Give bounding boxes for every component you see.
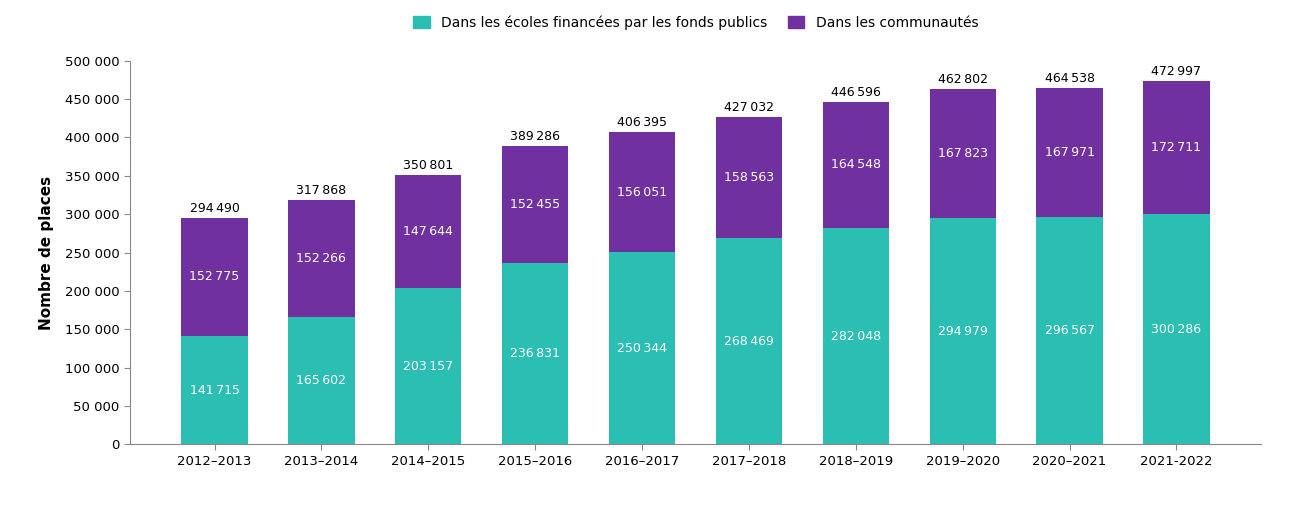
- Bar: [930, 218, 996, 444]
- Text: 294 490: 294 490: [190, 203, 239, 215]
- Bar: [1143, 81, 1209, 214]
- Text: 167 823: 167 823: [937, 147, 988, 160]
- Bar: [930, 89, 996, 218]
- Text: 300 286: 300 286: [1152, 323, 1201, 336]
- Text: 282 048: 282 048: [831, 330, 881, 343]
- Bar: [395, 175, 462, 288]
- Text: 427 032: 427 032: [724, 100, 773, 114]
- Text: 141 715: 141 715: [190, 383, 239, 396]
- Bar: [502, 263, 568, 444]
- Text: 389 286: 389 286: [510, 129, 560, 142]
- Text: 296 567: 296 567: [1045, 324, 1095, 337]
- Legend: Dans les écoles financées par les fonds publics, Dans les communautés: Dans les écoles financées par les fonds …: [407, 10, 984, 35]
- Bar: [182, 336, 248, 444]
- Text: 156 051: 156 051: [618, 186, 667, 199]
- Text: 406 395: 406 395: [618, 116, 667, 129]
- Text: 152 266: 152 266: [296, 252, 346, 265]
- Bar: [716, 117, 783, 238]
- Text: 167 971: 167 971: [1045, 146, 1095, 159]
- Text: 317 868: 317 868: [296, 184, 347, 197]
- Text: 147 644: 147 644: [403, 225, 454, 238]
- Text: 250 344: 250 344: [618, 342, 667, 355]
- Text: 446 596: 446 596: [831, 85, 881, 98]
- Text: 350 801: 350 801: [403, 159, 454, 172]
- Text: 462 802: 462 802: [937, 73, 988, 86]
- Y-axis label: Nombre de places: Nombre de places: [39, 175, 53, 330]
- Text: 158 563: 158 563: [724, 171, 773, 184]
- Text: 164 548: 164 548: [831, 158, 881, 171]
- Text: 165 602: 165 602: [296, 374, 346, 387]
- Text: 203 157: 203 157: [403, 360, 454, 373]
- Bar: [1143, 214, 1209, 444]
- Text: 294 979: 294 979: [937, 325, 988, 338]
- Text: 472 997: 472 997: [1152, 65, 1201, 78]
- Text: 464 538: 464 538: [1045, 72, 1095, 85]
- Bar: [608, 132, 675, 252]
- Bar: [1036, 217, 1102, 444]
- Text: 172 711: 172 711: [1152, 141, 1201, 154]
- Text: 152 455: 152 455: [510, 197, 560, 211]
- Bar: [823, 228, 889, 444]
- Bar: [608, 252, 675, 444]
- Bar: [289, 317, 355, 444]
- Text: 268 469: 268 469: [724, 335, 773, 348]
- Bar: [716, 238, 783, 444]
- Bar: [395, 288, 462, 444]
- Text: 236 831: 236 831: [510, 347, 560, 360]
- Bar: [182, 218, 248, 336]
- Bar: [289, 200, 355, 317]
- Bar: [502, 145, 568, 263]
- Text: 152 775: 152 775: [190, 271, 239, 283]
- Bar: [823, 102, 889, 228]
- Bar: [1036, 88, 1102, 217]
